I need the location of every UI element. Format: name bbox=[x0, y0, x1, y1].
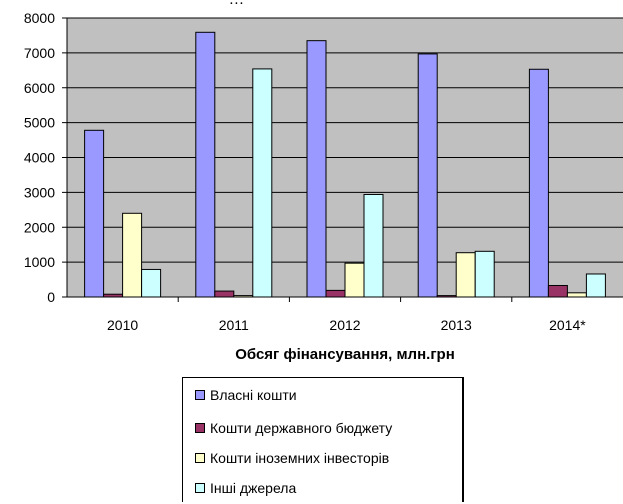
bar-foreign-investors bbox=[122, 212, 143, 298]
y-tick-label: 5000 bbox=[24, 115, 55, 131]
bar-foreign-investors bbox=[344, 262, 365, 298]
y-tick-label: 0 bbox=[47, 289, 55, 305]
bar-state-budget bbox=[103, 293, 124, 298]
legend-swatch bbox=[195, 390, 205, 400]
legend-item-other-sources: Інші джерела bbox=[195, 478, 296, 498]
y-tick-label: 2000 bbox=[24, 219, 55, 235]
bar-state-budget bbox=[547, 284, 568, 298]
bar-other-sources bbox=[585, 273, 606, 298]
bar-other-sources bbox=[252, 68, 273, 298]
bar-own-funds bbox=[417, 53, 438, 298]
x-tick-label: 2010 bbox=[107, 317, 138, 333]
bar-other-sources bbox=[363, 193, 384, 298]
x-tick-label: 2011 bbox=[219, 317, 249, 333]
x-tick-label: 2012 bbox=[329, 317, 360, 333]
chart-title-fragment: … bbox=[230, 0, 244, 8]
bar-foreign-investors bbox=[566, 292, 587, 298]
x-axis-label: Обсяг фінансування, млн.грн bbox=[235, 346, 455, 363]
legend-swatch bbox=[195, 453, 205, 463]
x-tick-label: 2014* bbox=[549, 317, 586, 333]
bar-own-funds bbox=[306, 40, 327, 298]
legend-swatch bbox=[195, 483, 205, 493]
y-tick-label: 1000 bbox=[24, 254, 55, 270]
legend-label: Кошти іноземних інвесторів bbox=[210, 450, 390, 466]
legend-label: Інші джерела bbox=[210, 480, 297, 496]
legend: Власні кошти Кошти державного бюджету Ко… bbox=[182, 377, 464, 502]
bar-foreign-investors bbox=[455, 252, 476, 298]
bar-other-sources bbox=[141, 268, 162, 298]
bar-foreign-investors bbox=[233, 295, 254, 298]
y-tick-label: 3000 bbox=[24, 184, 55, 200]
legend-item-state-budget: Кошти державного бюджету bbox=[195, 418, 392, 438]
legend-swatch bbox=[195, 423, 205, 433]
bar-other-sources bbox=[474, 250, 495, 298]
y-tick-label: 6000 bbox=[24, 80, 55, 96]
y-tick-label: 4000 bbox=[24, 150, 55, 166]
bar-own-funds bbox=[84, 129, 105, 298]
legend-item-foreign-investors: Кошти іноземних інвесторів bbox=[195, 448, 389, 468]
legend-label: Кошти державного бюджету bbox=[210, 420, 393, 436]
bar-state-budget bbox=[436, 295, 457, 298]
y-tick-label: 7000 bbox=[24, 45, 55, 61]
bar-own-funds bbox=[195, 31, 216, 298]
x-tick-label: 2013 bbox=[441, 317, 472, 333]
bar-own-funds bbox=[528, 68, 549, 298]
legend-item-own-funds: Власні кошти bbox=[195, 385, 297, 405]
bar-state-budget bbox=[214, 290, 235, 298]
legend-label: Власні кошти bbox=[210, 387, 297, 403]
y-tick-label: 8000 bbox=[24, 10, 55, 26]
bar-state-budget bbox=[325, 289, 346, 298]
